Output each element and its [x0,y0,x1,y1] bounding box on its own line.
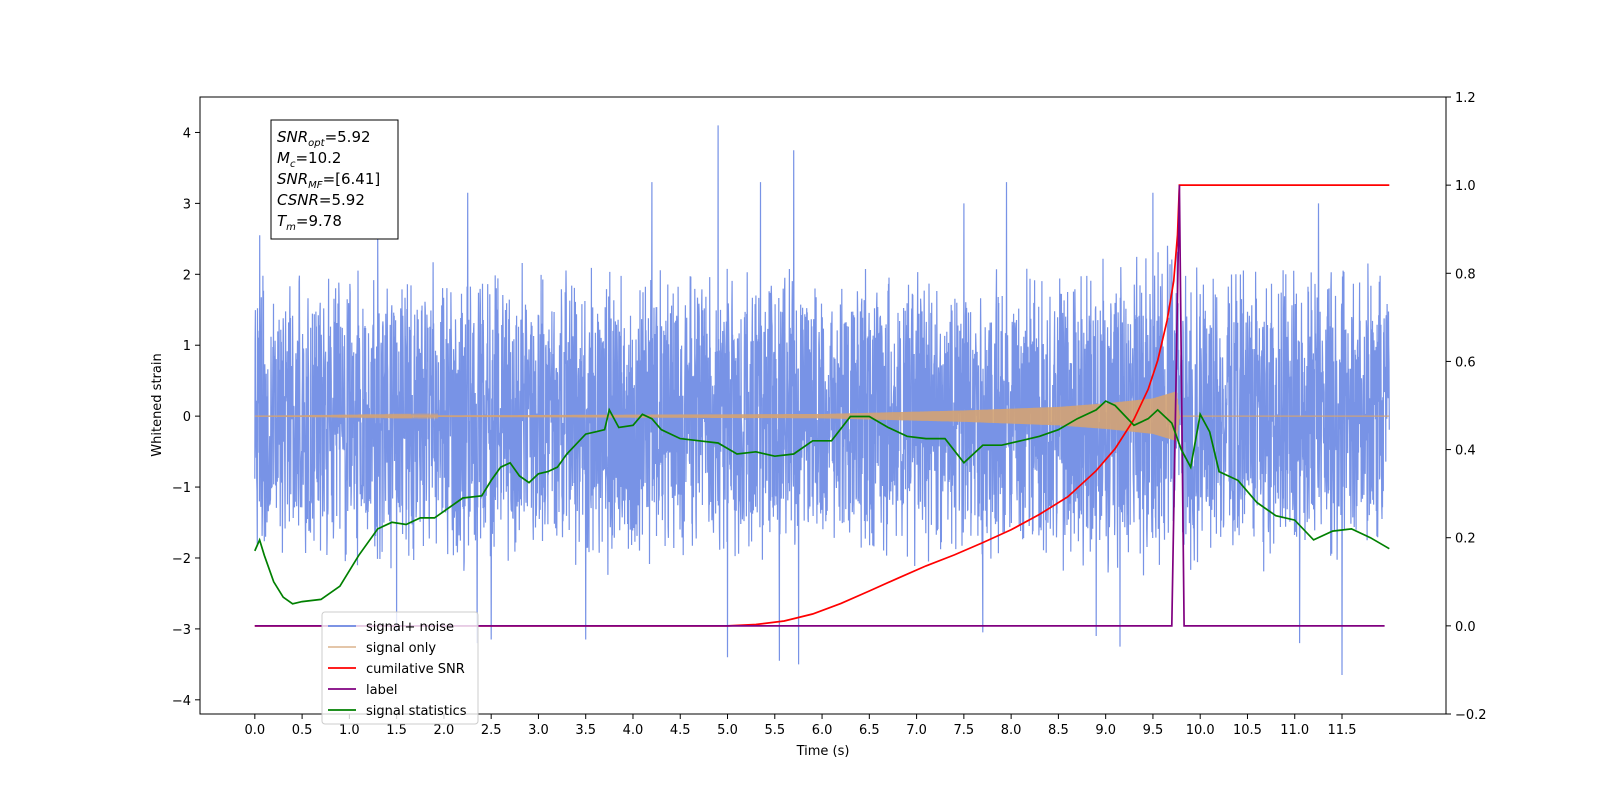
y2-tick-label: 0.0 [1455,620,1476,635]
x-tick-label: 4.0 [623,723,644,738]
annotation-line: Mc=10.2 [277,149,341,170]
legend: signal+ noise signal only cumilative SNR la… [321,611,479,725]
legend-cumulative-snr-label: cumilative SNR [366,662,465,677]
x-tick-label: 4.5 [670,723,691,738]
x-axis-label: Time (s) [796,744,850,759]
x-tick-label: 3.5 [575,723,596,738]
legend-frame [321,611,479,725]
y2-tick-label: 1.2 [1455,91,1476,106]
legend-signal-noise-label: signal+ noise [366,620,454,635]
series-cumulative-snr [254,184,1390,627]
x-axis: 0.0 0.5 1.0 1.5 2.0 2.5 3.0 3.5 4.0 4.5 5.0 5.5 6.0 6… [244,714,1356,738]
y2-tick-label: 0.6 [1455,355,1476,370]
annotation-line: CSNR=5.92 [277,191,365,209]
series-layer [254,125,1390,676]
x-tick-label: 10.5 [1233,723,1262,738]
y2-tick-label: 0.2 [1455,532,1476,547]
annotation-line: SNRMF=[6.41] [277,170,380,191]
series-signal-noise [254,125,1390,676]
y-tick-label: 4 [183,126,191,141]
x-tick-label: 3.0 [528,723,549,738]
y-tick-label: 0 [183,410,191,425]
x-tick-label: 5.0 [717,723,738,738]
annotation-line: SNRopt=5.92 [277,128,371,149]
x-tick-label: 5.5 [764,723,785,738]
x-tick-label: 8.5 [1048,723,1069,738]
x-tick-label: 6.5 [859,723,880,738]
y-tick-label: 2 [183,268,191,283]
y-tick-label: −3 [172,623,191,638]
y-axis-left: 4 3 2 1 0 −1 −2 −3 −4 [172,126,200,709]
x-tick-label: 0.0 [244,723,265,738]
legend-label-label: label [366,683,397,698]
legend-signal-statistics-label: signal statistics [366,704,467,719]
x-tick-label: 1.0 [339,723,360,738]
legend-signal-only-label: signal only [366,641,436,656]
x-tick-label: 8.0 [1001,723,1022,738]
x-tick-label: 0.5 [292,723,313,738]
x-tick-label: 2.0 [434,723,455,738]
x-tick-label: 10.0 [1186,723,1215,738]
x-tick-label: 2.5 [481,723,502,738]
y-tick-label: −1 [172,481,191,496]
x-tick-label: 7.0 [906,723,927,738]
annotation-frame [270,119,399,240]
x-tick-label: 6.0 [812,723,833,738]
x-tick-label: 1.5 [386,723,407,738]
plot-frame [199,96,1447,715]
y2-tick-label: 0.8 [1455,267,1476,282]
y-tick-label: −4 [172,694,191,709]
annotation-line: Tm=9.78 [277,212,342,233]
y-tick-label: 3 [183,197,191,212]
y-tick-label: 1 [183,339,191,354]
y-axis-right: 1.2 1.0 0.8 0.6 0.4 0.2 0.0 −0.2 [1446,91,1487,723]
x-tick-label: 7.5 [954,723,975,738]
y2-tick-label: 0.4 [1455,444,1476,459]
series-signal-statistics [254,400,1390,605]
y-tick-label: −2 [172,552,191,567]
x-tick-label: 11.0 [1280,723,1309,738]
y2-tick-label: −0.2 [1455,708,1487,723]
x-tick-label: 9.5 [1143,723,1164,738]
y-axis-label: Whitened strain [150,353,165,456]
y2-tick-label: 1.0 [1455,179,1476,194]
x-tick-label: 11.5 [1328,723,1357,738]
series-label [254,185,1385,627]
x-tick-label: 9.0 [1095,723,1116,738]
